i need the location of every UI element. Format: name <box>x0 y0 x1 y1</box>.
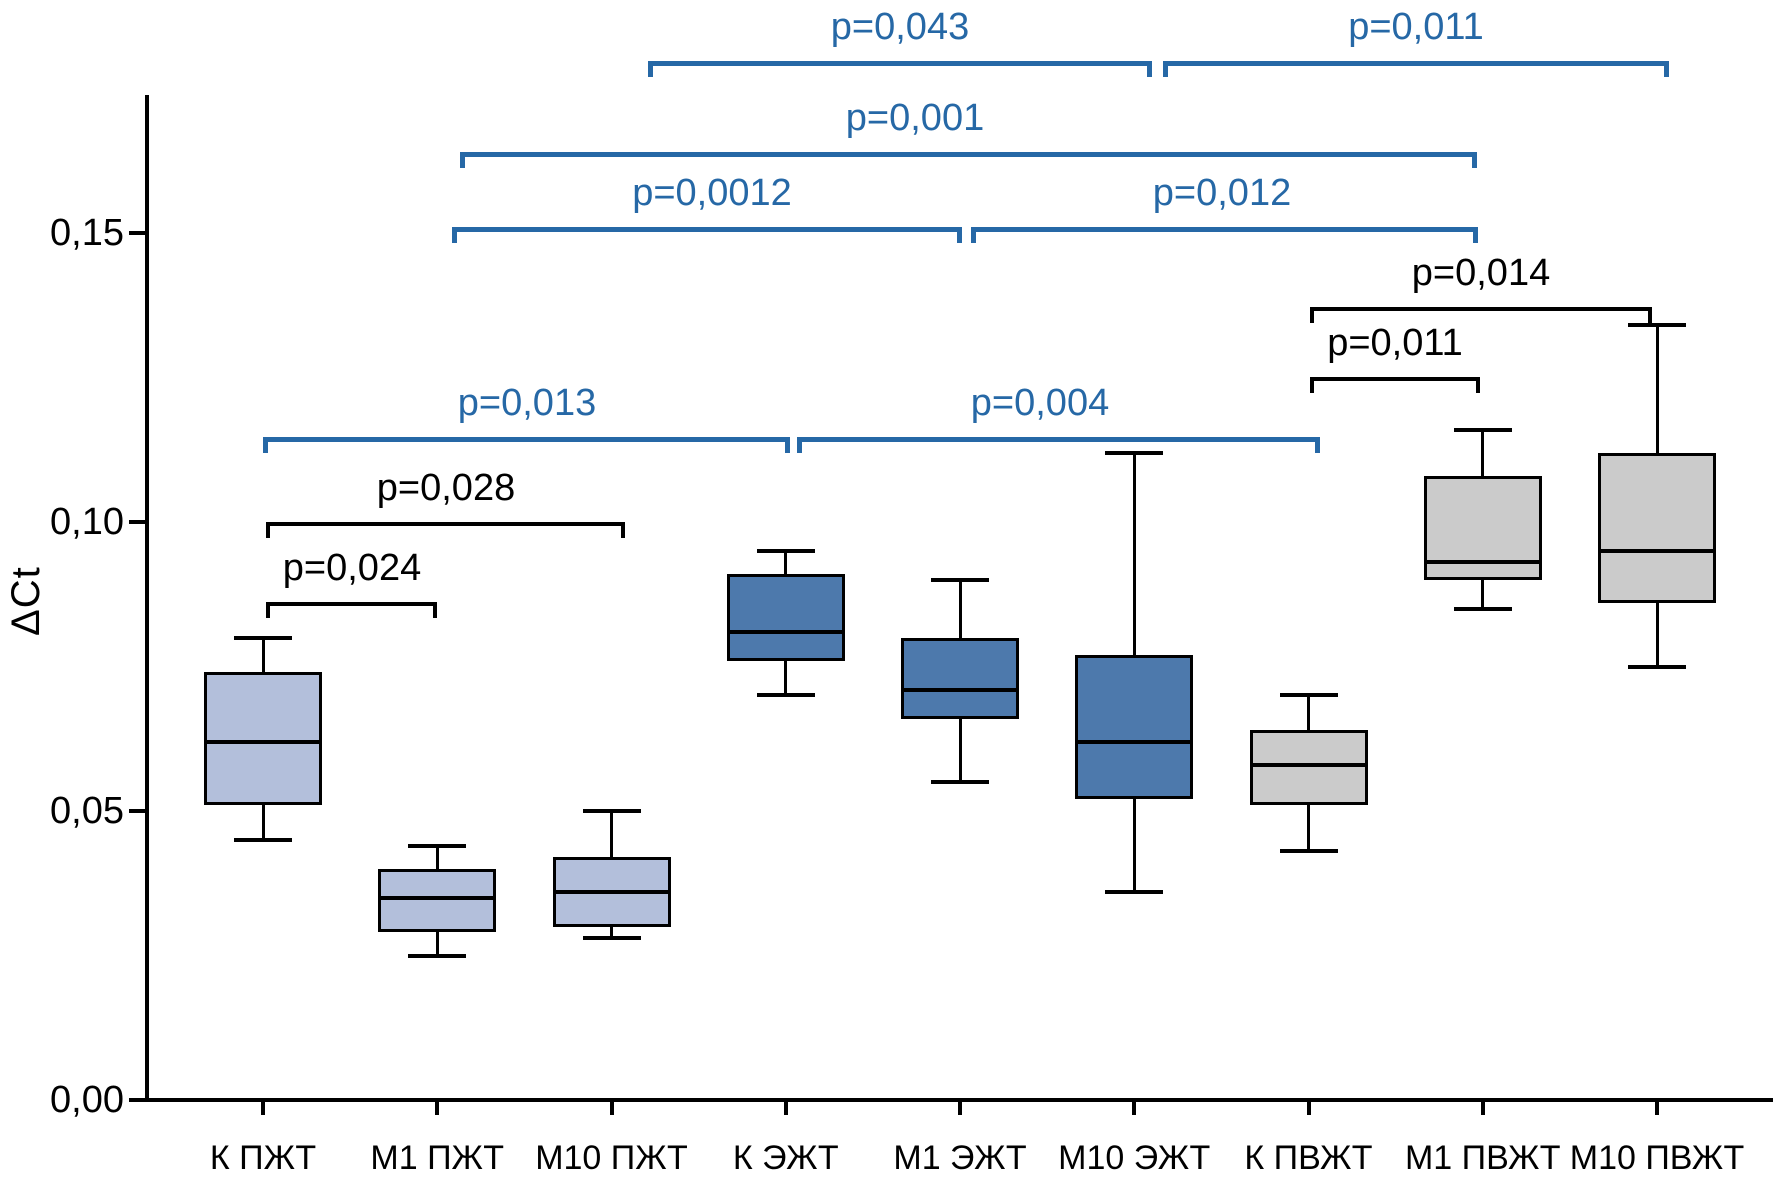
pvalue-bracket <box>266 602 437 618</box>
whisker-cap-bottom <box>931 780 989 785</box>
median-line <box>1249 762 1368 767</box>
whisker-cap-bottom <box>1279 849 1338 854</box>
x-tick-mark <box>783 1102 788 1115</box>
box-2 <box>378 868 497 933</box>
pvalue-bracket <box>648 61 1152 77</box>
whisker-cap-bottom <box>1628 664 1686 669</box>
pvalue-bracket <box>266 522 625 538</box>
x-category-label: М1 ПЖТ <box>370 1139 505 1177</box>
pvalue-label: p=0,0012 <box>632 172 792 214</box>
pvalue-bracket <box>1163 61 1669 77</box>
whisker-cap-top <box>756 548 815 553</box>
box-7 <box>1249 730 1368 806</box>
whisker-cap-top <box>1628 323 1686 328</box>
y-tick-mark <box>129 1098 145 1102</box>
x-category-label: М1 ПВЖТ <box>1404 1139 1561 1177</box>
median-line <box>378 895 497 900</box>
pvalue-bracket <box>1310 307 1652 323</box>
whisker-cap-top <box>234 635 292 640</box>
y-tick-label: 0,15 <box>50 212 124 254</box>
median-line <box>1598 548 1716 553</box>
x-tick-mark <box>1480 1102 1485 1115</box>
whisker-cap-bottom <box>234 837 292 842</box>
whisker-cap-top <box>1453 427 1512 432</box>
whisker-cap-bottom <box>582 936 641 941</box>
median-line <box>1423 560 1542 565</box>
box-6 <box>1075 654 1194 800</box>
pvalue-label: p=0,001 <box>845 97 985 139</box>
y-tick-label: 0,00 <box>50 1079 124 1121</box>
pvalue-bracket <box>971 227 1478 243</box>
pvalue-bracket <box>263 437 790 453</box>
median-line <box>726 629 845 634</box>
y-tick-mark <box>129 231 145 235</box>
median-line <box>552 889 671 894</box>
pvalue-bracket <box>797 437 1320 453</box>
whisker-cap-bottom <box>1453 606 1512 611</box>
x-tick-mark <box>1306 1102 1311 1115</box>
pvalue-label: p=0,014 <box>1411 252 1551 294</box>
pvalue-bracket <box>452 227 962 243</box>
x-axis-line <box>145 1098 1773 1102</box>
pvalue-label: p=0,024 <box>282 547 422 589</box>
x-category-label: М1 ЭЖТ <box>893 1139 1027 1177</box>
pvalue-bracket <box>1310 377 1480 393</box>
box-4 <box>726 574 845 661</box>
whisker-cap-top <box>582 809 641 813</box>
pvalue-label: p=0,011 <box>1327 322 1463 364</box>
whisker-cap-bottom <box>408 953 467 958</box>
x-tick-mark <box>958 1102 962 1115</box>
whisker-cap-top <box>1279 693 1338 698</box>
x-category-label: К ЭЖТ <box>732 1139 839 1177</box>
median-line <box>901 687 1019 692</box>
x-category-label: М10 ЭЖТ <box>1058 1139 1211 1177</box>
box-5 <box>901 637 1019 719</box>
x-category-label: К ПВЖТ <box>1244 1139 1373 1177</box>
pvalue-bracket <box>460 152 1477 168</box>
pvalue-label: p=0,004 <box>970 382 1110 424</box>
whisker-cap-bottom <box>1105 889 1164 894</box>
y-tick-label: 0,05 <box>50 790 124 832</box>
y-tick-mark <box>129 520 145 524</box>
whisker-cap-top <box>408 843 467 848</box>
pvalue-label: p=0,028 <box>376 467 516 509</box>
x-tick-mark <box>435 1102 440 1115</box>
pvalue-label: p=0,012 <box>1152 172 1292 214</box>
whisker-cap-bottom <box>756 693 815 698</box>
box-9 <box>1598 452 1716 603</box>
box-1 <box>204 672 322 806</box>
median-line <box>1075 739 1194 744</box>
y-tick-mark <box>129 809 145 813</box>
x-category-label: К ПЖТ <box>209 1139 317 1177</box>
pvalue-label: p=0,011 <box>1348 6 1484 48</box>
whisker-cap-top <box>1105 450 1164 455</box>
whisker-cap-top <box>931 577 989 582</box>
y-axis-line <box>145 95 149 1102</box>
x-tick-mark <box>1132 1102 1137 1115</box>
pvalue-label: p=0,043 <box>830 6 970 48</box>
median-line <box>204 739 322 744</box>
x-category-label: М10 ПЖТ <box>535 1139 688 1177</box>
x-tick-mark <box>1655 1102 1659 1115</box>
x-tick-mark <box>261 1102 265 1115</box>
y-tick-label: 0,10 <box>50 501 124 543</box>
pvalue-label: p=0,013 <box>457 382 597 424</box>
x-category-label: М10 ПВЖТ <box>1569 1139 1745 1177</box>
x-tick-mark <box>609 1102 614 1115</box>
